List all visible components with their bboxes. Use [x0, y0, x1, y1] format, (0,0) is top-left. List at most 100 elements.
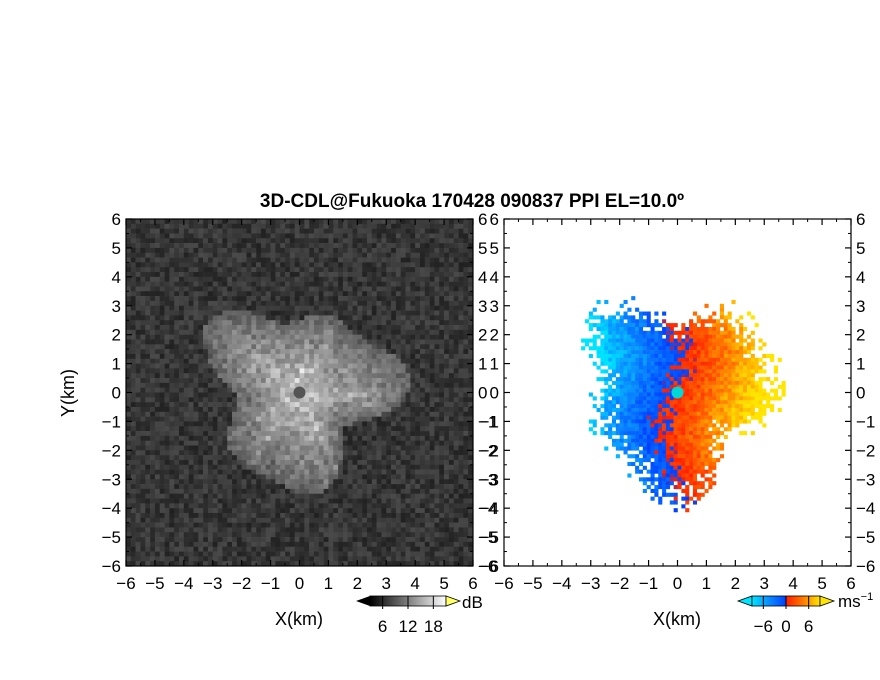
intensity-cell: [415, 223, 421, 229]
intensity-cell: [140, 498, 146, 504]
intensity-cell: [424, 281, 430, 287]
intensity-cell: [434, 315, 440, 321]
intensity-cell: [386, 498, 392, 504]
intensity-cell: [366, 339, 373, 345]
intensity-cell: [275, 276, 281, 282]
intensity-cell: [212, 281, 218, 287]
intensity-cell: [145, 541, 151, 548]
intensity-cell: [347, 397, 353, 403]
intensity-cell: [352, 537, 358, 543]
intensity-cell: [366, 368, 373, 374]
intensity-cell: [294, 488, 300, 495]
intensity-cell: [145, 247, 151, 254]
intensity-cell: [212, 223, 218, 229]
intensity-cell: [309, 320, 315, 326]
intensity-cell: [212, 406, 218, 413]
intensity-cell: [415, 291, 421, 297]
intensity-cell: [130, 378, 136, 384]
intensity-cell: [400, 339, 406, 345]
intensity-cell: [318, 368, 324, 374]
intensity-cell: [376, 329, 382, 335]
intensity-cell: [126, 406, 132, 413]
intensity-cell: [126, 517, 132, 523]
intensity-cell: [453, 426, 459, 432]
intensity-cell: [448, 435, 455, 441]
intensity-cell: [448, 455, 455, 461]
intensity-cell: [241, 464, 247, 470]
intensity-cell: [198, 353, 204, 360]
intensity-cell: [275, 305, 281, 311]
intensity-cell: [313, 512, 320, 519]
intensity-cell: [285, 368, 291, 374]
intensity-cell: [463, 310, 469, 316]
intensity-cell: [140, 508, 146, 514]
intensity-cell: [391, 257, 397, 263]
intensity-cell: [410, 484, 416, 490]
intensity-cell: [415, 406, 421, 413]
intensity-cell: [323, 247, 329, 254]
intensity-cell: [424, 286, 430, 292]
intensity-cell: [400, 262, 406, 268]
intensity-cell: [391, 440, 397, 446]
intensity-cell: [357, 339, 363, 345]
intensity-cell: [251, 286, 257, 292]
intensity-cell: [140, 315, 146, 321]
intensity-cell: [429, 344, 435, 350]
intensity-cell: [424, 363, 430, 369]
intensity-cell: [453, 488, 459, 495]
intensity-cell: [371, 243, 377, 249]
intensity-cell: [164, 455, 170, 461]
intensity-cell: [386, 464, 392, 470]
intensity-cell: [313, 296, 320, 302]
intensity-cell: [313, 349, 320, 355]
intensity-cell: [405, 411, 411, 417]
intensity-cell: [333, 474, 339, 480]
intensity-cell: [164, 402, 170, 408]
intensity-cell: [395, 392, 402, 398]
intensity-cell: [371, 392, 377, 398]
intensity-cell: [251, 541, 257, 548]
intensity-cell: [299, 532, 305, 538]
intensity-cell: [405, 459, 411, 466]
intensity-cell: [236, 300, 242, 307]
intensity-cell: [275, 315, 281, 321]
intensity-cell: [174, 503, 180, 509]
intensity-cell: [342, 450, 348, 456]
intensity-cell: [289, 426, 295, 432]
intensity-cell: [419, 272, 426, 278]
intensity-cell: [468, 435, 473, 441]
intensity-cell: [193, 310, 199, 316]
intensity-cell: [415, 315, 421, 321]
intensity-cell: [203, 223, 209, 229]
intensity-cell: [424, 402, 430, 408]
intensity-cell: [347, 238, 353, 244]
intensity-cell: [453, 527, 459, 533]
intensity-cell: [419, 363, 426, 369]
intensity-cell: [193, 512, 199, 519]
intensity-cell: [448, 488, 455, 495]
intensity-cell: [371, 300, 377, 307]
intensity-cell: [203, 325, 209, 331]
intensity-cell: [174, 247, 180, 254]
intensity-cell: [150, 363, 156, 369]
intensity-cell: [419, 527, 426, 533]
intensity-cell: [203, 262, 209, 268]
intensity-cell: [381, 406, 387, 413]
intensity-cell: [289, 219, 295, 225]
intensity-cell: [323, 243, 329, 249]
intensity-cell: [289, 228, 295, 234]
intensity-cell: [357, 440, 363, 446]
intensity-cell: [251, 382, 257, 388]
intensity-cell: [188, 532, 194, 538]
intensity-cell: [159, 315, 165, 321]
intensity-cell: [395, 459, 402, 466]
intensity-cell: [207, 455, 214, 461]
intensity-cell: [328, 238, 334, 244]
intensity-cell: [289, 512, 295, 519]
intensity-cell: [193, 421, 199, 427]
intensity-cell: [241, 435, 247, 441]
intensity-cell: [236, 508, 242, 514]
intensity-cell: [280, 479, 286, 485]
intensity-cell: [391, 378, 397, 384]
intensity-cell: [371, 527, 377, 533]
